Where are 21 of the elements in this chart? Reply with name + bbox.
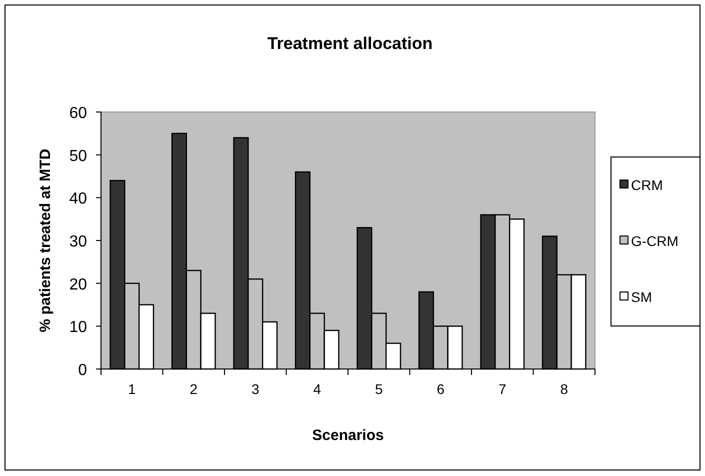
y-tick-label: 30 — [69, 234, 88, 250]
legend-label: CRM — [631, 177, 663, 193]
y-axis-title: % patients treated at MTD — [37, 148, 54, 332]
x-tick-label: 6 — [436, 381, 445, 397]
y-tick-label: 60 — [69, 105, 88, 122]
y-tick-label: 40 — [69, 190, 88, 208]
x-tick-label: 2 — [190, 381, 198, 397]
x-tick-label: 1 — [128, 381, 136, 397]
y-tick-label: 10 — [69, 319, 88, 336]
y-tick-label: 0 — [78, 362, 88, 379]
legend-label: SM — [631, 289, 652, 305]
y-tick-label: 50 — [69, 148, 88, 165]
x-tick-label: 5 — [374, 381, 383, 397]
x-tick-label: 8 — [560, 381, 568, 397]
x-tick-label: 7 — [498, 381, 506, 397]
x-tick-label: 3 — [251, 381, 260, 397]
y-tick-label: 20 — [69, 276, 88, 294]
x-axis-title: Scenarios — [312, 427, 384, 444]
legend-label: G-CRM — [631, 233, 678, 249]
chart-title: Treatment allocation — [267, 34, 433, 53]
x-tick-label: 4 — [313, 381, 322, 397]
